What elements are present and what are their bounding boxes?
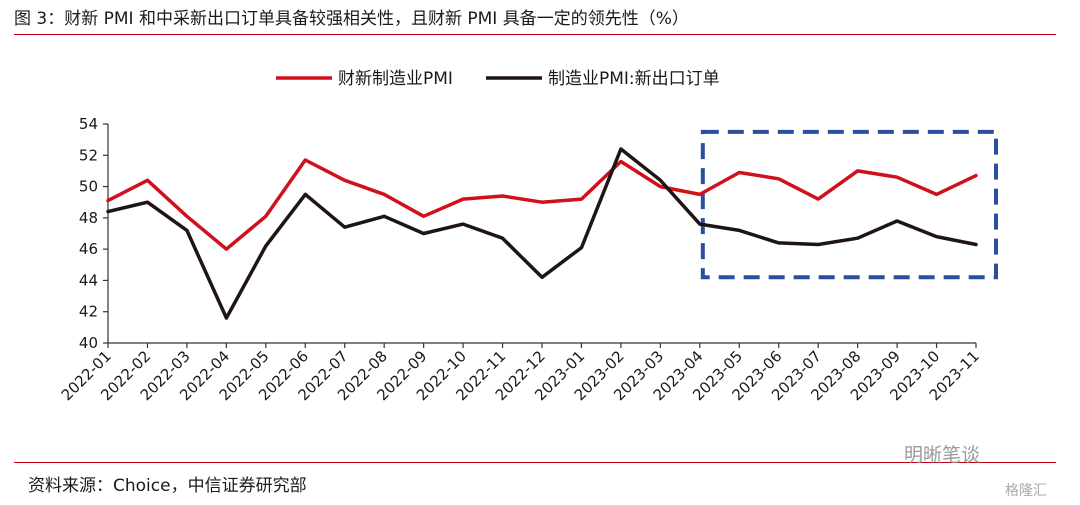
- y-tick-label: 42: [79, 303, 98, 321]
- source-rule: [14, 462, 1056, 463]
- watermark-logo: 格隆汇: [1005, 483, 1047, 499]
- legend-label-series-2: 制造业PMI:新出口订单: [548, 69, 720, 89]
- figure-title: 图 3：财新 PMI 和中采新出口订单具备较强相关性，且财新 PMI 具备一定的…: [14, 9, 689, 29]
- y-tick-label: 44: [79, 271, 98, 289]
- highlight-box: [700, 129, 998, 280]
- series-line-1: [106, 158, 978, 251]
- y-tick-label: 40: [79, 334, 98, 352]
- legend: 财新制造业PMI 制造业PMI:新出口订单: [276, 69, 720, 89]
- title-rule: [14, 34, 1056, 35]
- y-tick-label: 54: [79, 115, 98, 133]
- highlight-rect: [700, 129, 998, 280]
- series-line-2: [106, 147, 978, 320]
- axes: 40424446485052542022-012022-022022-03202…: [58, 115, 983, 404]
- watermark-text: 明晰笔谈: [904, 444, 981, 466]
- y-tick-label: 48: [79, 209, 98, 227]
- y-tick-label: 50: [79, 178, 98, 196]
- source-note: 资料来源：Choice，中信证券研究部: [28, 476, 307, 496]
- y-tick-label: 46: [79, 240, 98, 258]
- series-lines: [106, 147, 978, 320]
- y-tick-label: 52: [79, 146, 98, 164]
- legend-label-series-1: 财新制造业PMI: [338, 69, 453, 89]
